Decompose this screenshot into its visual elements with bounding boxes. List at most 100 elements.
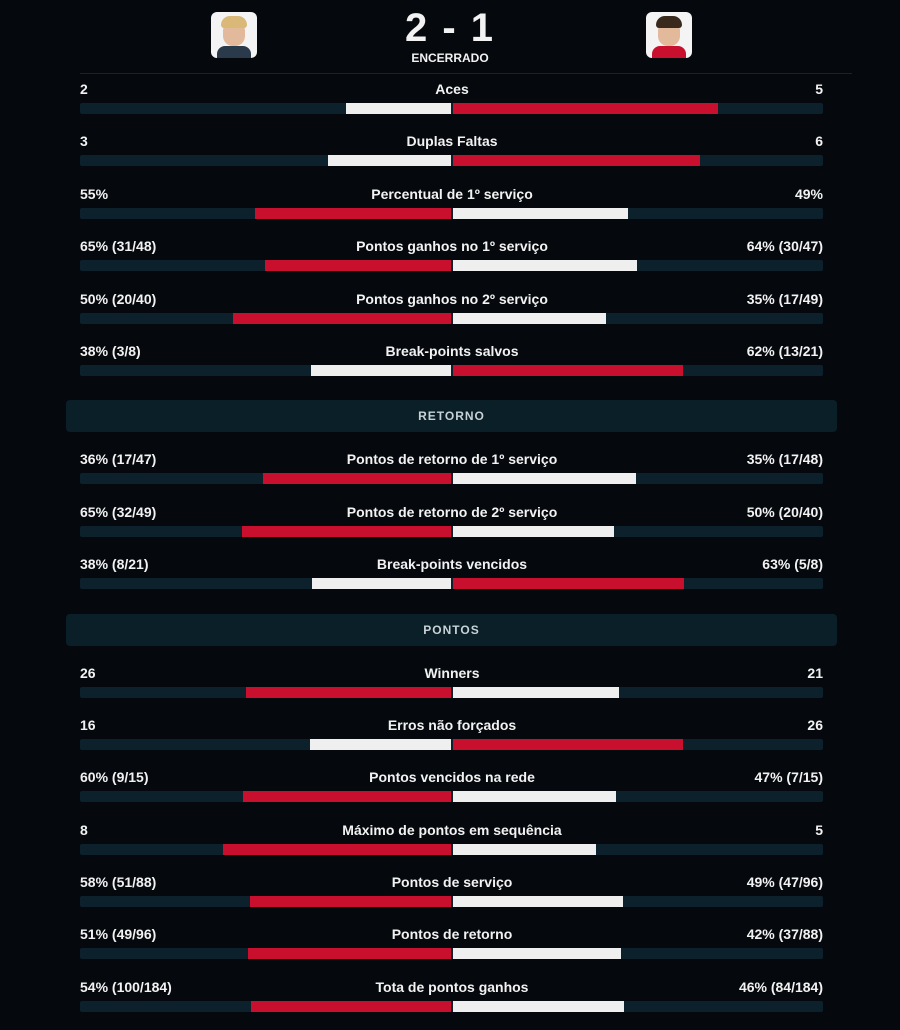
home-bar: [310, 364, 451, 376]
stat-row: 8 Máximo de pontos em sequência 5: [0, 821, 900, 873]
home-bar: [310, 738, 451, 750]
home-value: 8: [80, 821, 88, 838]
stat-label: Pontos vencidos na rede: [369, 769, 535, 786]
away-value: 50% (20/40): [746, 503, 823, 520]
section-header: RETORNO: [66, 400, 837, 433]
stat-row: 54% (100/184) Tota de pontos ganhos 46% (8…: [0, 978, 900, 1030]
home-bar: [251, 1000, 451, 1012]
home-bar: [246, 686, 451, 698]
away-bar: [453, 738, 683, 750]
away-bar: [453, 843, 596, 855]
home-value: 54% (100/184): [80, 978, 172, 995]
bar-track: [80, 260, 823, 272]
away-value: 64% (30/47): [746, 238, 823, 255]
bar-track: [80, 364, 823, 376]
divider: [80, 73, 852, 74]
home-bar: [263, 473, 451, 485]
home-value: 51% (49/96): [80, 926, 157, 943]
bar-track: [80, 103, 823, 114]
away-bar: [453, 896, 623, 908]
bar-track: [80, 155, 823, 167]
bar-track: [80, 525, 823, 537]
home-value: 60% (9/15): [80, 769, 149, 786]
away-value: 35% (17/49): [746, 290, 823, 307]
away-bar: [453, 207, 628, 219]
home-value: 38% (3/8): [80, 342, 141, 359]
stat-row: 16 Erros não forçados 26: [0, 716, 900, 768]
stat-row: 38% (3/8) Break-points salvos 62% (13/21): [0, 342, 900, 394]
away-avatar: [646, 12, 692, 58]
away-bar: [453, 103, 718, 114]
home-value: 65% (32/49): [80, 503, 157, 520]
home-value: 36% (17/47): [80, 451, 157, 468]
stat-label: Winners: [424, 664, 480, 681]
stat-label: Pontos de serviço: [391, 874, 513, 891]
stat-label: Pontos de retorno de 2º serviço: [346, 503, 558, 520]
score: 2 - 1: [404, 6, 496, 50]
home-bar: [223, 843, 451, 855]
bar-track: [80, 578, 823, 590]
away-bar: [453, 686, 619, 698]
home-value: 58% (51/88): [80, 874, 157, 891]
stat-label: Máximo de pontos em sequência: [342, 821, 562, 838]
away-value: 63% (5/8): [762, 556, 823, 573]
stat-row: 2 Aces 5: [0, 80, 900, 132]
away-bar: [453, 312, 606, 324]
away-value: 47% (7/15): [754, 769, 823, 786]
home-value: 2: [80, 81, 88, 97]
bar-track: [80, 1000, 823, 1012]
home-avatar: [211, 12, 257, 58]
home-value: 16: [80, 716, 96, 733]
home-value: 3: [80, 133, 88, 150]
stat-row: 26 Winners 21: [0, 664, 900, 716]
home-bar: [233, 312, 451, 324]
home-bar: [345, 103, 451, 114]
stats: 2 Aces 5 3 Duplas Faltas 6 55% Percentual de 1º…: [0, 80, 900, 1030]
stat-label: Pontos ganhos no 2º serviço: [356, 290, 548, 307]
away-value: 49% (47/96): [746, 874, 823, 891]
away-value: 26: [807, 716, 823, 733]
home-bar: [241, 525, 451, 537]
stat-label: Percentual de 1º serviço: [371, 185, 533, 202]
away-bar: [453, 791, 616, 803]
home-value: 55%: [80, 185, 109, 202]
away-bar: [453, 525, 615, 537]
bar-track: [80, 207, 823, 219]
bar-track: [80, 473, 823, 485]
bar-track: [80, 948, 823, 960]
away-bar: [453, 364, 684, 376]
stat-label: Pontos de retorno de 1º serviço: [346, 451, 558, 468]
section-header: PONTOS: [66, 613, 837, 646]
away-value: 46% (84/184): [738, 978, 823, 995]
match-status: ENCERRADO: [411, 51, 489, 65]
home-bar: [312, 578, 451, 590]
stat-row: 58% (51/88) Pontos de serviço 49% (47/96): [0, 873, 900, 925]
stat-row: 50% (20/40) Pontos ganhos no 2º serviço 35…: [0, 290, 900, 342]
bar-track: [80, 791, 823, 803]
stat-label: Duplas Faltas: [406, 133, 498, 150]
stat-label: Break-points vencidos: [376, 556, 528, 573]
bar-track: [80, 738, 823, 750]
away-bar: [453, 578, 685, 590]
bar-track: [80, 843, 823, 855]
stat-label: Tota de pontos ganhos: [375, 978, 529, 995]
stat-row: 3 Duplas Faltas 6: [0, 132, 900, 184]
stat-label: Erros não forçados: [387, 716, 517, 733]
away-value: 6: [815, 133, 823, 150]
away-value: 5: [815, 81, 823, 97]
away-value: 62% (13/21): [746, 342, 823, 359]
stat-row: 60% (9/15) Pontos vencidos na rede 47% (7/…: [0, 768, 900, 820]
home-bar: [255, 207, 451, 219]
away-bar: [453, 260, 638, 272]
stat-row: 38% (8/21) Break-points vencidos 63% (5/8): [0, 555, 900, 607]
away-bar: [453, 948, 621, 960]
away-bar: [453, 1000, 624, 1012]
bar-track: [80, 896, 823, 908]
stat-row: 55% Percentual de 1º serviço 49%: [0, 185, 900, 237]
stat-row: 36% (17/47) Pontos de retorno de 1º servi…: [0, 450, 900, 502]
away-value: 5: [815, 821, 823, 838]
home-value: 50% (20/40): [80, 290, 157, 307]
home-bar: [264, 260, 451, 272]
away-value: 21: [807, 664, 823, 681]
